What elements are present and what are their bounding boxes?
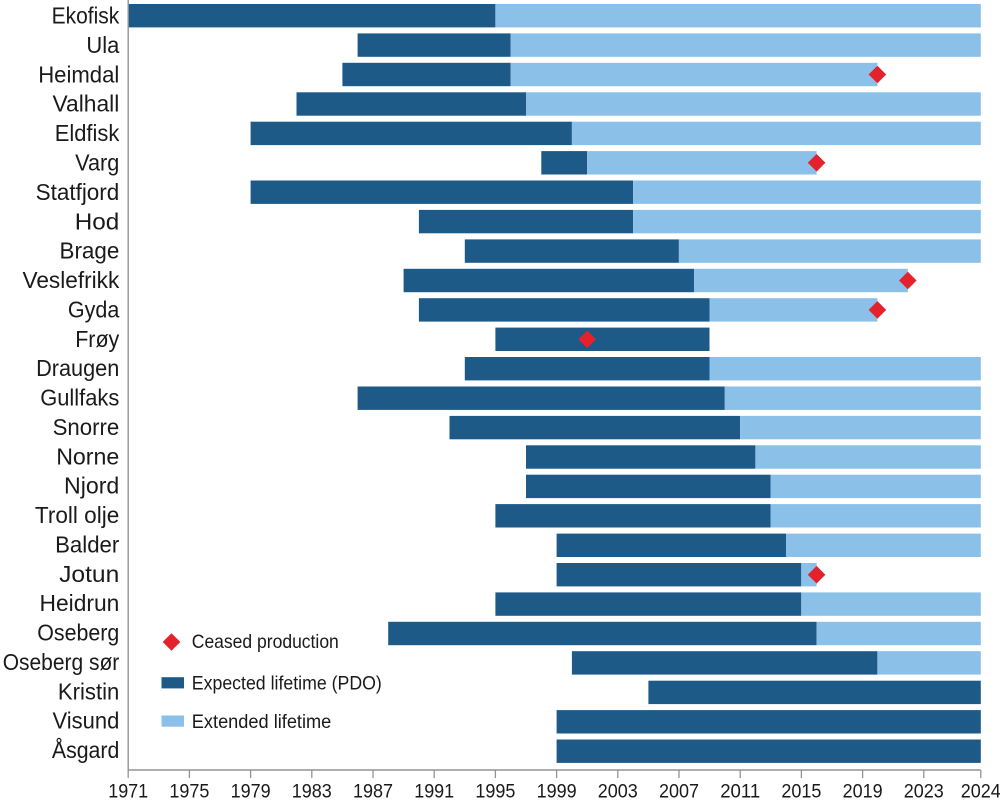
svg-text:Jotun: Jotun [59, 561, 119, 587]
svg-text:1995: 1995 [475, 781, 515, 802]
svg-text:1979: 1979 [231, 781, 271, 802]
svg-text:1971: 1971 [108, 781, 148, 802]
svg-text:Extended lifetime: Extended lifetime [192, 711, 331, 733]
svg-text:Troll olje: Troll olje [35, 502, 119, 528]
svg-text:1983: 1983 [292, 781, 332, 802]
svg-text:1975: 1975 [169, 781, 209, 802]
svg-text:Njord: Njord [64, 473, 119, 499]
svg-text:Gyda: Gyda [68, 296, 119, 322]
svg-text:1999: 1999 [537, 781, 577, 802]
svg-text:Statfjord: Statfjord [36, 179, 120, 205]
svg-text:Norne: Norne [56, 443, 119, 469]
svg-text:Ula: Ula [86, 32, 119, 58]
svg-text:Hod: Hod [75, 208, 120, 234]
svg-text:1987: 1987 [353, 781, 393, 802]
svg-text:Ceased production: Ceased production [192, 631, 339, 653]
svg-text:2015: 2015 [781, 781, 821, 802]
svg-text:Draugen: Draugen [36, 355, 119, 381]
svg-text:Brage: Brage [60, 238, 120, 264]
svg-text:Gullfaks: Gullfaks [40, 385, 119, 411]
svg-text:Eldfisk: Eldfisk [55, 120, 120, 146]
svg-text:Oseberg sør: Oseberg sør [3, 649, 120, 675]
svg-text:Valhall: Valhall [53, 91, 120, 117]
svg-text:Frøy: Frøy [75, 326, 119, 352]
svg-text:Visund: Visund [53, 708, 120, 734]
svg-text:Ekofisk: Ekofisk [52, 3, 120, 29]
svg-text:Oseberg: Oseberg [37, 620, 119, 646]
svg-text:Balder: Balder [55, 531, 119, 557]
svg-text:2003: 2003 [598, 781, 638, 802]
svg-text:Kristin: Kristin [58, 678, 119, 704]
svg-text:Snorre: Snorre [53, 414, 120, 440]
svg-text:Heidrun: Heidrun [40, 590, 120, 616]
svg-text:Heimdal: Heimdal [38, 61, 119, 87]
svg-text:2019: 2019 [843, 781, 883, 802]
svg-text:2024: 2024 [961, 781, 1000, 802]
svg-text:2023: 2023 [904, 781, 944, 802]
svg-text:Åsgard: Åsgard [52, 736, 119, 763]
svg-text:Expected lifetime (PDO): Expected lifetime (PDO) [192, 672, 382, 694]
svg-text:Veslefrikk: Veslefrikk [23, 267, 120, 293]
svg-text:2011: 2011 [720, 781, 760, 802]
svg-text:2007: 2007 [659, 781, 699, 802]
svg-text:Varg: Varg [75, 150, 119, 176]
svg-text:1991: 1991 [414, 781, 454, 802]
